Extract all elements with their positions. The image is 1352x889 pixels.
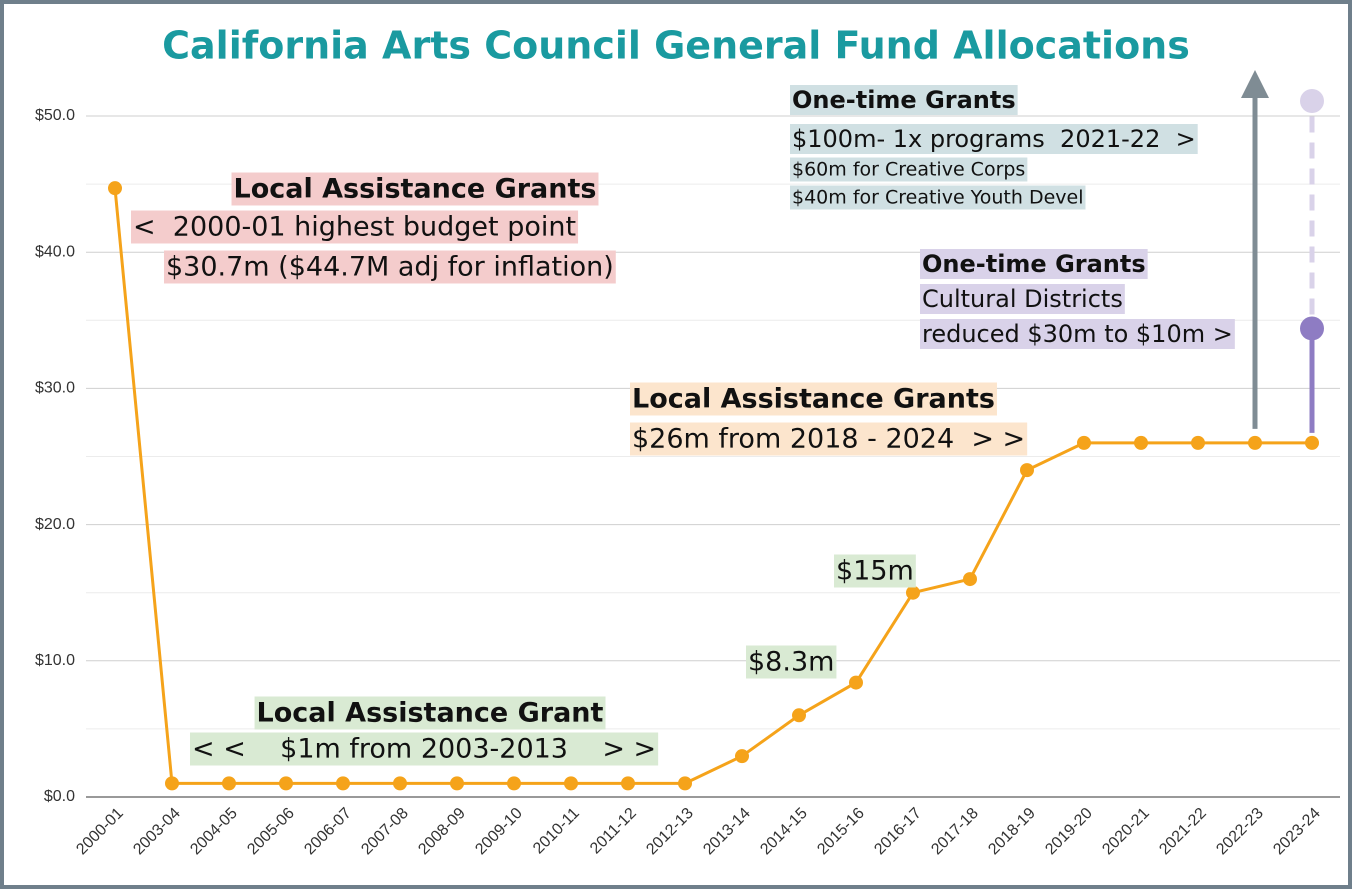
annotation-line: Local Assistance Grants (231, 172, 599, 206)
annotation-bg (231, 172, 599, 206)
point (1191, 435, 1205, 450)
line (113, 188, 1312, 785)
point (792, 708, 806, 723)
annotation-line: reduced $30m to $10m > (920, 319, 1235, 349)
annotation-bg (920, 319, 1235, 349)
annotation-text: $8.3m (748, 647, 834, 678)
point (1300, 316, 1324, 341)
annotation-line: $26m from 2018 - 2024 > > (630, 422, 1028, 456)
annotation-text: $15m (836, 556, 914, 587)
annotation-text: < 2000-01 highest budget point (133, 212, 576, 243)
annotation-line: Local Assistance Grants (630, 382, 997, 416)
annotation-bg (790, 124, 1198, 154)
annotation-bg (746, 645, 837, 679)
annotation-line: $100m- 1x programs 2021-22 > (790, 124, 1198, 154)
y-tick-label: $50.0 (35, 107, 75, 124)
annotation-bg (790, 157, 1028, 182)
annotation-text: $60m for Creative Corps (792, 159, 1025, 181)
point (108, 181, 122, 196)
point (564, 776, 578, 791)
annotation-text: $100m- 1x programs 2021-22 > (792, 125, 1196, 153)
point (678, 776, 692, 791)
y-tick-label: $30.0 (35, 380, 75, 397)
point (336, 776, 350, 791)
annotation-text: Local Assistance Grants (632, 384, 995, 415)
point (1300, 89, 1324, 114)
annotation-bg (630, 382, 997, 416)
annotation-text: Cultural Districts (922, 285, 1123, 313)
point (621, 776, 635, 791)
point (1134, 435, 1148, 450)
annotation-bg (790, 185, 1086, 210)
annotation-line: Local Assistance Grant (254, 696, 606, 730)
chart-title: California Arts Council General Fund All… (162, 24, 1190, 68)
point (222, 776, 236, 791)
annotation-bg (790, 85, 1018, 115)
annotation-text: Local Assistance Grant (257, 698, 604, 729)
annotation-line: $30.7m ($44.7M adj for inflation) (164, 250, 616, 284)
annotation-bg (254, 696, 606, 730)
arrow-head (1241, 70, 1269, 98)
point (1020, 463, 1034, 478)
annotation-text: One-time Grants (792, 86, 1016, 114)
y-tick-label: $10.0 (35, 652, 75, 669)
point (735, 749, 749, 764)
y-tick-label: $0.0 (44, 788, 75, 805)
y-tick-label: $20.0 (35, 516, 75, 533)
annotation-line: One-time Grants (920, 249, 1148, 279)
point (1305, 435, 1319, 450)
annotation-text: $40m for Creative Youth Devel (792, 187, 1084, 209)
point (906, 585, 920, 600)
y-tick-label: $40.0 (35, 243, 75, 260)
point (507, 776, 521, 791)
annotation-text: reduced $30m to $10m > (922, 320, 1233, 348)
annotation-bg (164, 250, 616, 284)
annotation-text: Local Assistance Grants (234, 174, 597, 205)
annotation-text: $30.7m ($44.7M adj for inflation) (166, 252, 614, 283)
point (849, 675, 863, 690)
point (279, 776, 293, 791)
annotation-bg (920, 284, 1125, 314)
annotation-bg (190, 732, 659, 766)
point (165, 776, 179, 791)
annotation-line: < < $1m from 2003-2013 > > (190, 732, 659, 766)
point (1248, 435, 1262, 450)
annotation-text: One-time Grants (922, 250, 1146, 278)
annotation-line: $60m for Creative Corps (790, 157, 1028, 182)
annotation-line: $15m (834, 554, 916, 588)
annotation-text: < < $1m from 2003-2013 > > (192, 734, 656, 765)
annotation-line: < 2000-01 highest budget point (131, 210, 579, 244)
point (393, 776, 407, 791)
annotation-line: One-time Grants (790, 85, 1018, 115)
annotation-bg (834, 554, 916, 588)
annotation-line: Cultural Districts (920, 284, 1125, 314)
annotation-line: $40m for Creative Youth Devel (790, 185, 1086, 210)
point (1077, 435, 1091, 450)
annotation-text: $26m from 2018 - 2024 > > (632, 424, 1025, 455)
annotation-bg (131, 210, 579, 244)
annotation-bg (920, 249, 1148, 279)
annotation-bg (630, 422, 1028, 456)
point (450, 776, 464, 791)
point (963, 572, 977, 587)
annotation-line: $8.3m (746, 645, 837, 679)
